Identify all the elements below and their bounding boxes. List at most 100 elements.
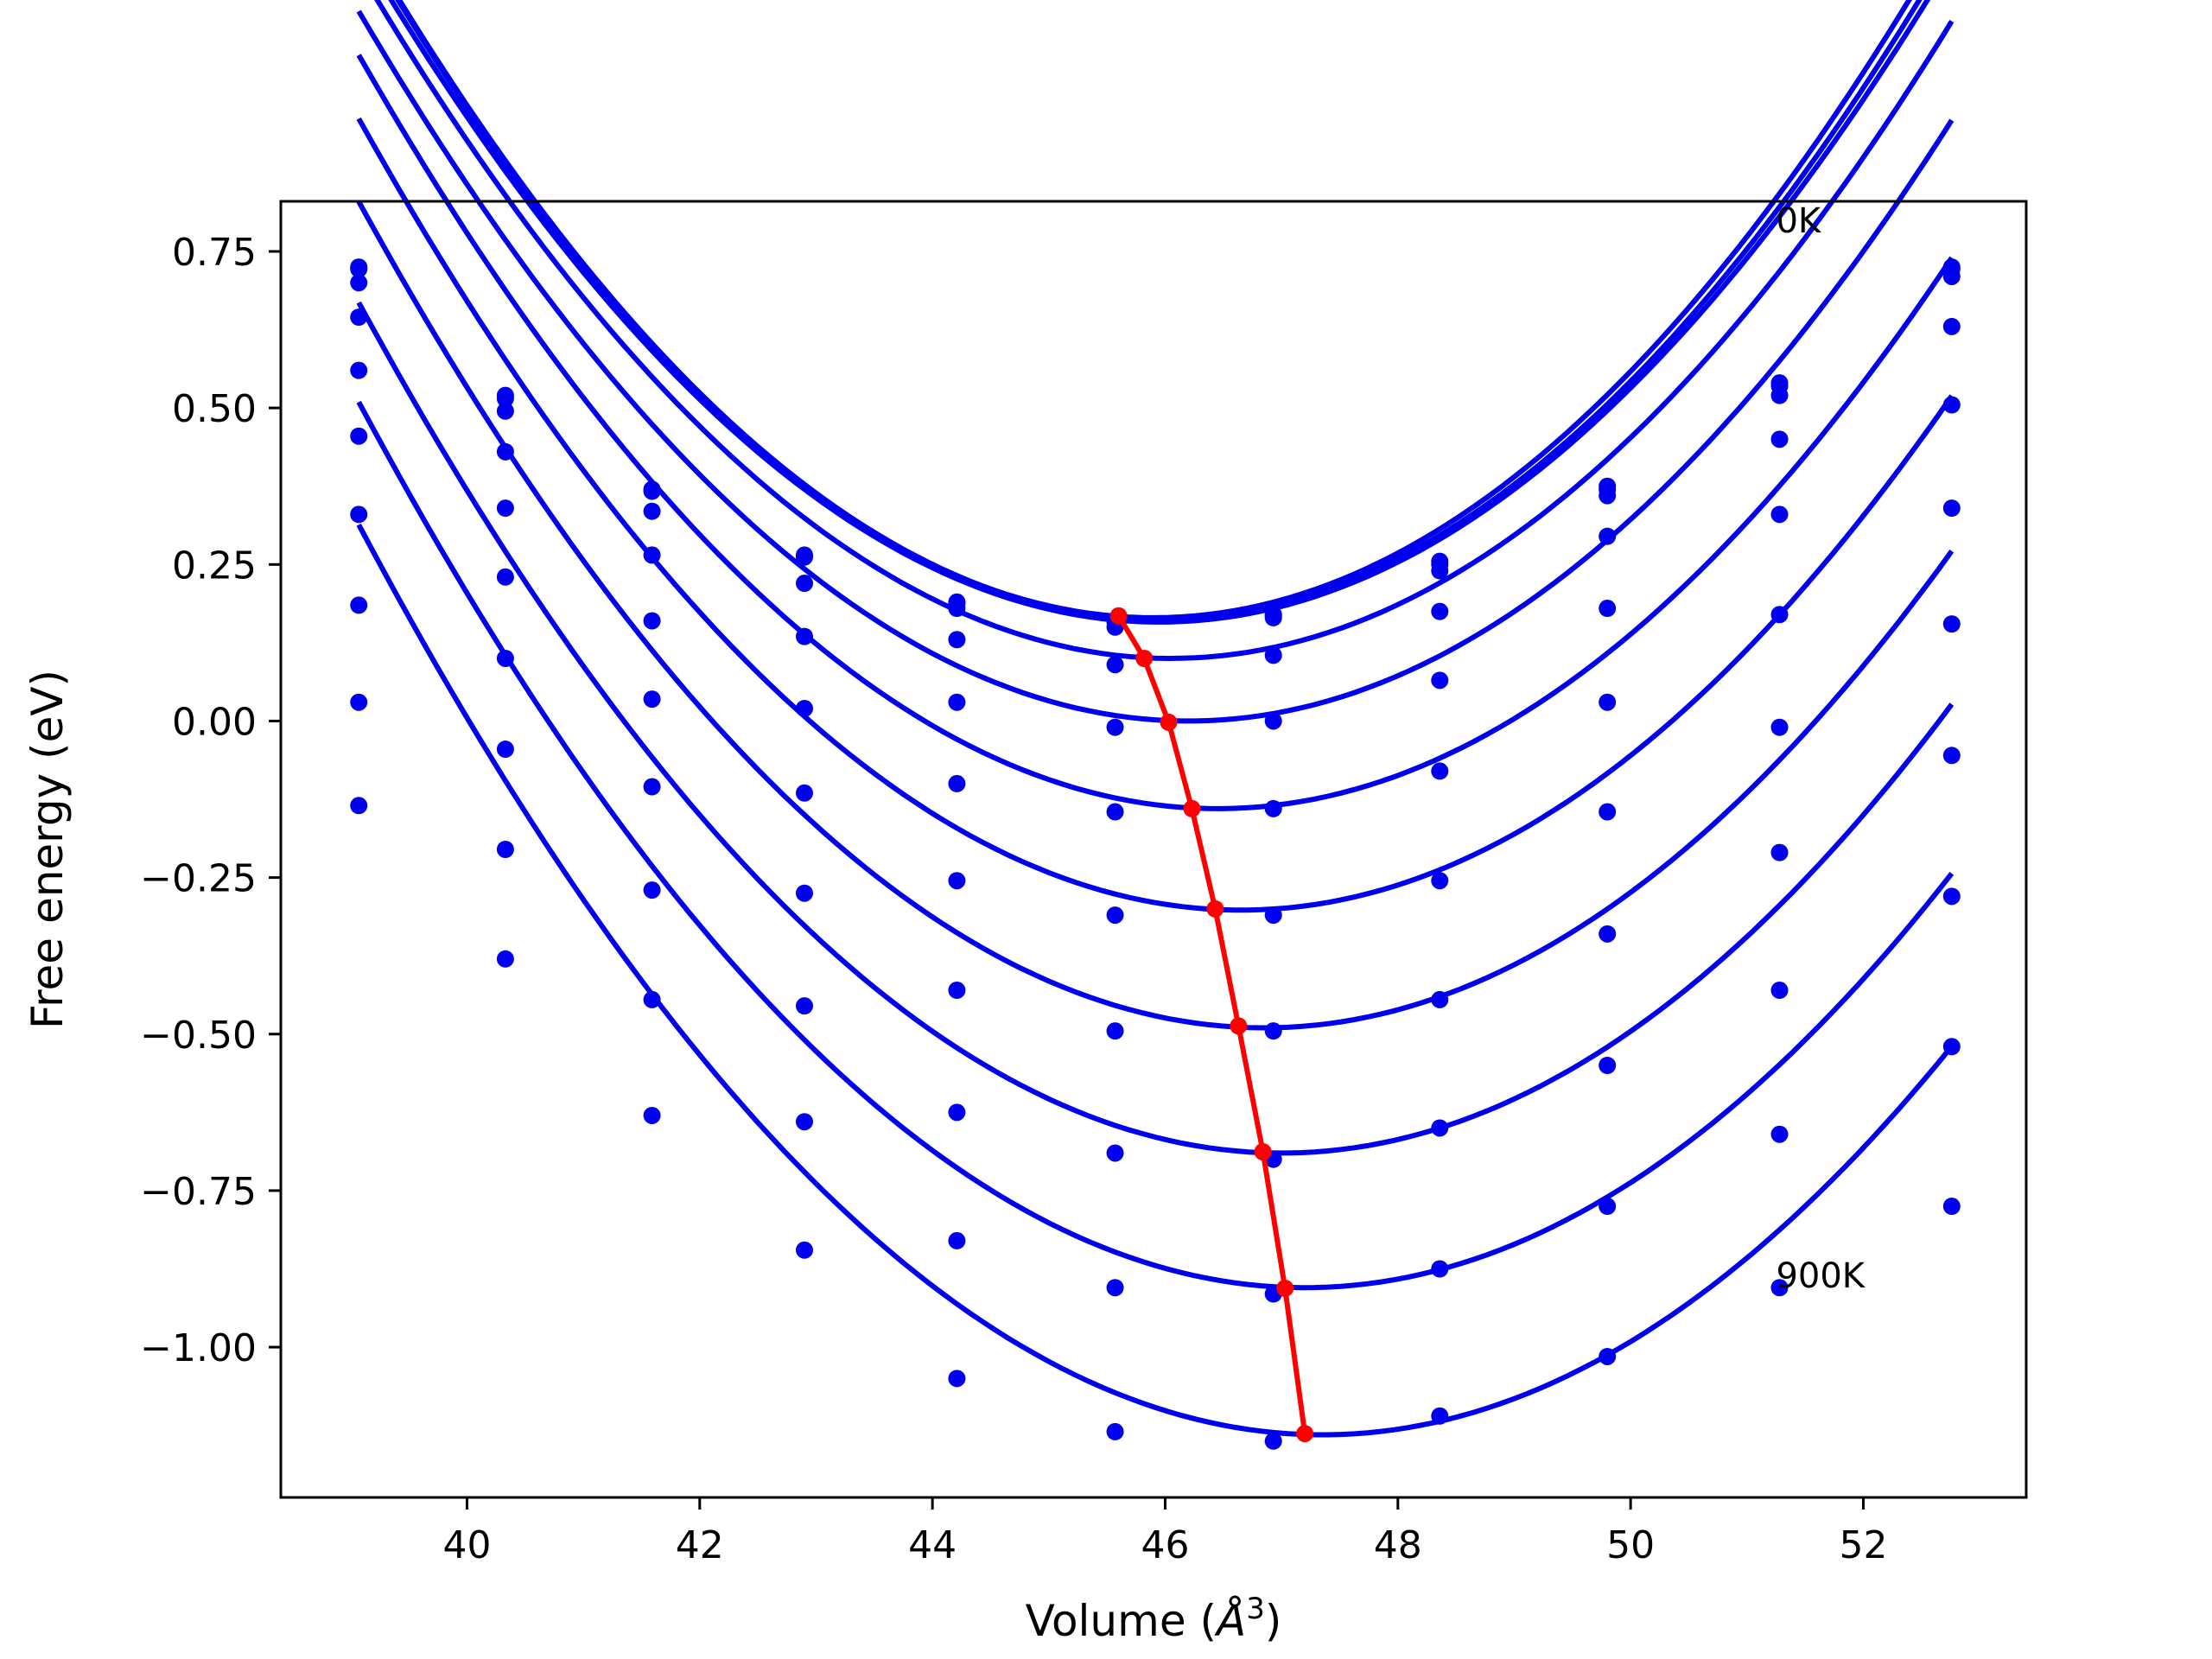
data-point-7-0 xyxy=(350,596,368,614)
y-tick-label: 0.50 xyxy=(172,387,257,431)
y-tick-label: 0.75 xyxy=(172,231,257,275)
data-point-6-5 xyxy=(1106,906,1124,925)
x-tick-label: 44 xyxy=(908,1523,957,1567)
data-point-5-2 xyxy=(643,690,661,709)
data-point-2-3 xyxy=(796,575,813,593)
equilibrium-point-8 xyxy=(1296,1425,1314,1443)
fit-curve-4 xyxy=(356,10,1955,724)
data-point-8-1 xyxy=(496,841,514,858)
data-point-7-4 xyxy=(948,982,966,1000)
data-point-3-9 xyxy=(1770,430,1789,448)
data-point-4-10 xyxy=(1942,396,1961,414)
fit-curve-6 xyxy=(356,117,1955,913)
data-point-1-0 xyxy=(350,260,368,278)
data-point-8-8 xyxy=(1599,1057,1617,1074)
data-point-5-5 xyxy=(1106,803,1124,821)
data-point-6-6 xyxy=(1264,906,1282,925)
data-point-10-5 xyxy=(1106,1422,1124,1440)
x-axis-label-exponent: 3 xyxy=(1246,1592,1265,1626)
equilibrium-point-6 xyxy=(1254,1143,1272,1160)
data-point-3-7 xyxy=(1431,602,1449,620)
data-point-6-7 xyxy=(1431,872,1449,890)
x-axis-label-suffix: ) xyxy=(1265,1596,1282,1646)
data-point-7-10 xyxy=(1942,747,1961,765)
data-point-4-2 xyxy=(643,612,661,630)
data-point-5-3 xyxy=(796,784,813,802)
data-point-3-4 xyxy=(948,631,966,649)
data-point-5-8 xyxy=(1599,693,1617,711)
data-points xyxy=(350,258,1961,1450)
data-point-2-7 xyxy=(1431,562,1449,580)
data-point-4-5 xyxy=(1106,718,1124,736)
data-point-8-2 xyxy=(643,990,661,1008)
fit-curve-3 xyxy=(374,0,1955,662)
x-tick-label: 50 xyxy=(1606,1523,1655,1567)
data-point-8-7 xyxy=(1431,1119,1449,1137)
data-point-4-8 xyxy=(1599,600,1617,618)
data-point-2-6 xyxy=(1264,608,1282,626)
y-tick-label: 0.25 xyxy=(172,543,257,588)
data-point-3-1 xyxy=(496,442,514,461)
data-point-5-4 xyxy=(948,774,966,792)
data-point-7-7 xyxy=(1431,990,1449,1008)
data-point-5-9 xyxy=(1770,606,1789,624)
data-point-3-6 xyxy=(1264,646,1282,664)
data-point-7-6 xyxy=(1264,1022,1282,1040)
x-axis-ticks: 40 42 44 46 48 50 52 xyxy=(442,1497,1887,1567)
annotation-1: 900K xyxy=(1776,1256,1866,1296)
fit-curves xyxy=(356,0,1955,1438)
fit-curve-2 xyxy=(388,0,1931,625)
x-axis-label-prefix: Volume ( xyxy=(1026,1596,1217,1646)
data-point-6-2 xyxy=(643,778,661,796)
data-point-2-9 xyxy=(1770,386,1789,404)
x-axis-label: Volume (Å3) xyxy=(1026,1592,1282,1646)
fit-curve-10 xyxy=(356,523,1955,1438)
data-point-6-4 xyxy=(948,872,966,890)
data-point-2-8 xyxy=(1599,486,1617,505)
plot-frame xyxy=(279,200,2028,1499)
equilibrium-point-3 xyxy=(1183,799,1201,817)
data-point-8-9 xyxy=(1770,982,1789,1000)
data-point-3-0 xyxy=(350,308,368,327)
fit-curve-7 xyxy=(356,200,1955,1031)
data-point-2-1 xyxy=(496,402,514,420)
equilibrium-point-0 xyxy=(1109,607,1128,625)
equilibrium-point-4 xyxy=(1206,899,1224,918)
y-tick-label: −0.25 xyxy=(140,857,257,901)
data-point-3-5 xyxy=(1106,656,1124,674)
data-point-4-9 xyxy=(1770,505,1789,524)
x-axis-label-unit: Å xyxy=(1214,1596,1246,1646)
x-tick-label: 52 xyxy=(1839,1523,1887,1567)
data-point-4-3 xyxy=(796,699,813,717)
data-point-10-7 xyxy=(1431,1407,1449,1425)
equilibrium-volume-line xyxy=(1109,607,1314,1443)
data-point-9-2 xyxy=(643,1106,661,1124)
data-point-9-1 xyxy=(496,950,514,968)
data-point-3-10 xyxy=(1942,317,1961,335)
equilibrium-point-7 xyxy=(1276,1279,1294,1297)
data-point-6-8 xyxy=(1599,803,1617,821)
data-point-9-4 xyxy=(948,1231,966,1249)
data-point-10-4 xyxy=(948,1370,966,1388)
fit-curve-5 xyxy=(356,54,1955,811)
data-point-5-0 xyxy=(350,427,368,445)
data-point-9-7 xyxy=(1431,1260,1449,1278)
data-point-7-2 xyxy=(643,881,661,899)
x-tick-label: 42 xyxy=(676,1523,724,1567)
data-point-8-4 xyxy=(948,1103,966,1122)
data-point-3-2 xyxy=(643,546,661,564)
y-axis-ticks: 0.75 0.50 0.25 0.00 −0.25 −0.50 −0.75 −1.00 xyxy=(140,231,281,1370)
data-point-9-3 xyxy=(796,1241,813,1259)
y-tick-label: 0.00 xyxy=(172,700,257,744)
data-point-7-5 xyxy=(1106,1022,1124,1040)
y-axis-label: Free energy (eV) xyxy=(22,670,73,1029)
annotations: 0K 900K xyxy=(1776,201,1866,1296)
data-point-5-7 xyxy=(1431,762,1449,780)
data-point-10-10 xyxy=(1942,1198,1961,1216)
x-tick-label: 46 xyxy=(1141,1523,1189,1567)
data-point-7-8 xyxy=(1599,925,1617,943)
annotation-0: 0K xyxy=(1776,201,1821,241)
data-point-3-8 xyxy=(1599,527,1617,545)
data-point-10-6 xyxy=(1264,1432,1282,1450)
